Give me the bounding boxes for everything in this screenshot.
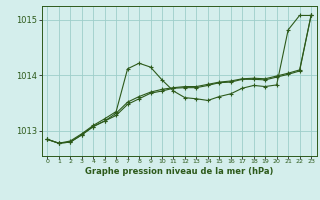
X-axis label: Graphe pression niveau de la mer (hPa): Graphe pression niveau de la mer (hPa) <box>85 167 273 176</box>
